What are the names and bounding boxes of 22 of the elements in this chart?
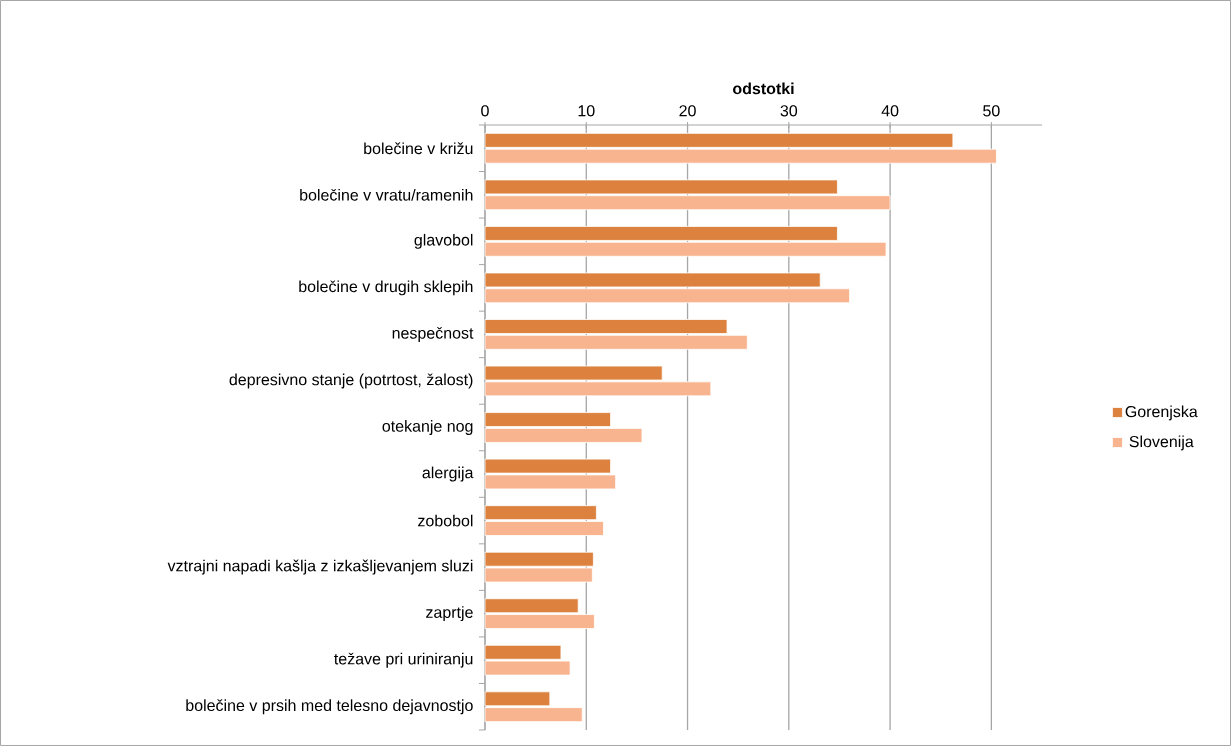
y-tick-label: vztrajni napadi kašlja z izkašljevanjem sluzi bbox=[167, 559, 473, 575]
legend-label: Slovenija bbox=[1129, 435, 1194, 451]
x-tick-label: 40 bbox=[881, 105, 899, 117]
y-tick-label: nespečnost bbox=[392, 326, 474, 342]
legend-label: Gorenjska bbox=[1125, 405, 1198, 421]
x-tick-label: 30 bbox=[780, 105, 798, 117]
x-tick-label: 0 bbox=[481, 105, 489, 117]
x-axis-title: odstotki bbox=[733, 82, 794, 95]
y-tick-label: težave pri uriniranju bbox=[334, 652, 473, 668]
y-tick-label: zaprtje bbox=[426, 606, 473, 622]
y-tick-label: depresivno stanje (potrtost, žalost) bbox=[229, 373, 473, 389]
y-tick-label: zobobol bbox=[418, 514, 473, 527]
y-tick-label: alergija bbox=[422, 466, 474, 482]
y-tick-label: bolečine v drugih sklepih bbox=[299, 280, 473, 296]
y-tick-label: glavobol bbox=[414, 233, 473, 249]
y-tick-label: bolečine v prsih med telesno dejavnostjo bbox=[186, 699, 473, 715]
x-tick-label: 10 bbox=[578, 105, 595, 117]
y-tick-label: bolečine v križu bbox=[364, 142, 473, 155]
x-tick-label: 50 bbox=[983, 105, 1000, 117]
y-tick-label: otekanje nog bbox=[382, 420, 473, 435]
y-tick-label: bolečine v vratu/ramenih bbox=[300, 188, 473, 201]
x-tick-label: 20 bbox=[679, 105, 696, 117]
